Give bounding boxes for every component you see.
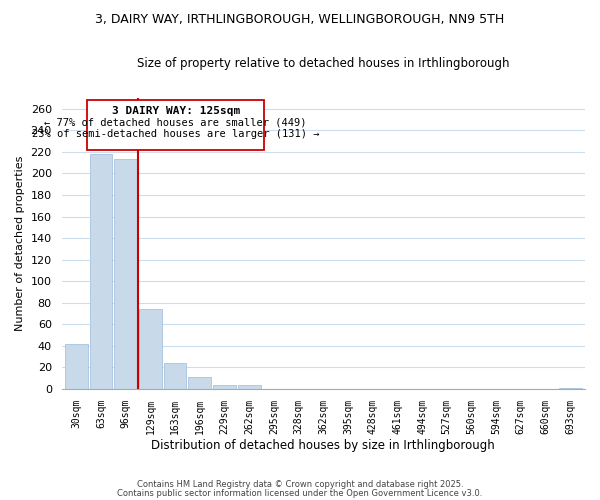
Bar [213, 384, 236, 389]
Text: Contains public sector information licensed under the Open Government Licence v3: Contains public sector information licen… [118, 488, 482, 498]
Bar [188, 377, 211, 389]
Bar [559, 388, 581, 389]
Text: ← 77% of detached houses are smaller (449): ← 77% of detached houses are smaller (44… [44, 118, 307, 128]
Bar [238, 384, 260, 389]
Text: 23% of semi-detached houses are larger (131) →: 23% of semi-detached houses are larger (… [32, 130, 319, 140]
Bar [89, 154, 112, 389]
Bar [115, 160, 137, 389]
Y-axis label: Number of detached properties: Number of detached properties [15, 156, 25, 331]
Bar [164, 363, 187, 389]
Text: Contains HM Land Registry data © Crown copyright and database right 2025.: Contains HM Land Registry data © Crown c… [137, 480, 463, 489]
Bar [139, 309, 162, 389]
Text: 3, DAIRY WAY, IRTHLINGBOROUGH, WELLINGBOROUGH, NN9 5TH: 3, DAIRY WAY, IRTHLINGBOROUGH, WELLINGBO… [95, 12, 505, 26]
Bar [65, 344, 88, 389]
Text: 3 DAIRY WAY: 125sqm: 3 DAIRY WAY: 125sqm [112, 106, 240, 116]
FancyBboxPatch shape [88, 100, 264, 150]
X-axis label: Distribution of detached houses by size in Irthlingborough: Distribution of detached houses by size … [151, 440, 495, 452]
Title: Size of property relative to detached houses in Irthlingborough: Size of property relative to detached ho… [137, 58, 509, 70]
